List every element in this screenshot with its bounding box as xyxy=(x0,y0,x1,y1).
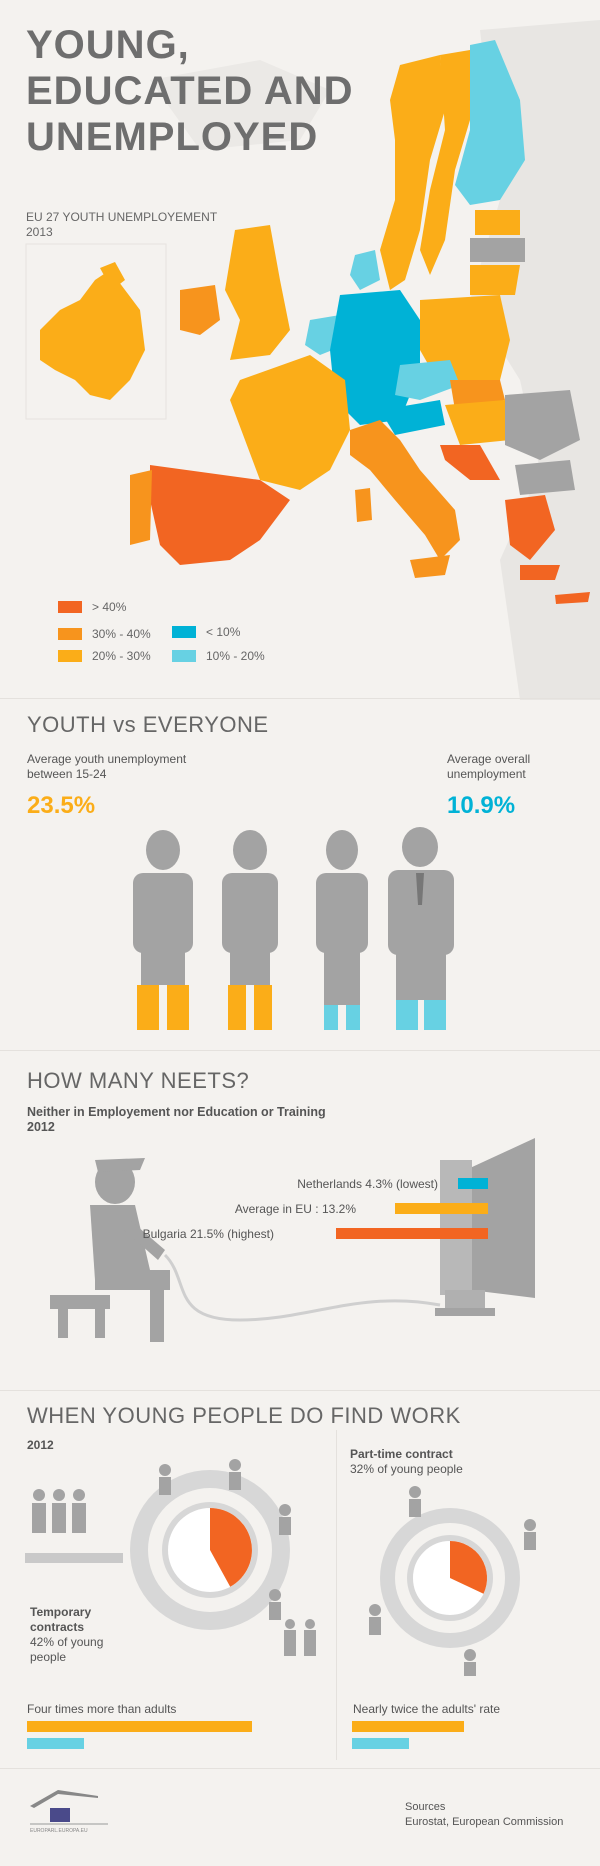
legend-swatch xyxy=(172,650,196,662)
youth-label-line-1: Average youth unemployment xyxy=(27,752,187,766)
section-divider xyxy=(0,1050,600,1051)
orbit-people-icons xyxy=(159,1459,291,1620)
people-figures xyxy=(133,827,454,1030)
youth-label: Average youth unemployment between 15-24 xyxy=(27,752,186,782)
map-subtitle: EU 27 YOUTH UNEMPLOYEMENT 2013 xyxy=(26,210,217,240)
youth-vs-everyone-heading: YOUTH vs EVERYONE xyxy=(27,712,269,737)
europe-map xyxy=(25,20,600,700)
temporary-title-line-2: contracts xyxy=(30,1620,85,1634)
temporary-share-slice xyxy=(210,1508,252,1587)
temporary-compare-bar-adults xyxy=(27,1738,84,1749)
temp-people-pair-icon xyxy=(284,1619,316,1656)
page-title: YOUNG, EDUCATED AND UNEMPLOYED xyxy=(26,22,354,160)
temporary-compare-bar-young xyxy=(27,1721,252,1732)
title-line-1: YOUNG, xyxy=(26,23,190,67)
young-man-figure xyxy=(133,830,193,1030)
neets-subtitle-line-1: Neither in Employement nor Education or … xyxy=(27,1105,326,1119)
parttime-desc: 32% of young people xyxy=(350,1462,463,1476)
youth-value: 23.5% xyxy=(27,792,96,819)
neet-bar-netherlands xyxy=(458,1178,488,1189)
sources: Sources Eurostat, European Commission xyxy=(405,1800,563,1830)
title-line-3: UNEMPLOYED xyxy=(26,115,319,159)
legend-label: 20% - 30% xyxy=(92,649,151,663)
neet-bar-label-bulgaria: Bulgaria 21.5% (highest) xyxy=(142,1227,274,1241)
people-group-icon xyxy=(25,1489,123,1563)
temporary-desc-line-2: people xyxy=(30,1650,67,1664)
map-subtitle-line-2: 2013 xyxy=(26,225,53,239)
neet-bar-bulgaria xyxy=(336,1228,488,1239)
neets-subtitle-line-2: 2012 xyxy=(27,1120,55,1134)
european-parliament-logo: EUROPARL.EUROPA.EU xyxy=(30,1790,108,1834)
legend-swatch xyxy=(58,628,82,640)
temporary-contracts-graphic xyxy=(25,1459,291,1630)
legend-swatch xyxy=(58,650,82,662)
adult-woman-figure xyxy=(316,830,368,1030)
legend-item-20-30: 20% - 30% xyxy=(58,649,151,663)
temporary-desc-line-1: 42% of young xyxy=(30,1635,104,1649)
map-section: YOUNG, EDUCATED AND UNEMPLOYED EU 27 YOU… xyxy=(0,0,600,700)
section-divider xyxy=(0,698,600,699)
parttime-graphic xyxy=(369,1486,536,1676)
title-line-2: EDUCATED AND xyxy=(26,69,354,113)
overall-label: Average overall unemployment xyxy=(447,752,530,782)
neets-subtitle: Neither in Employement nor Education or … xyxy=(27,1105,326,1135)
legend-swatch xyxy=(172,626,196,638)
legend-item-30-40: 30% - 40% xyxy=(58,627,151,641)
neets-heading: HOW MANY NEETS? xyxy=(27,1068,250,1093)
sources-text: Eurostat, European Commission xyxy=(405,1816,564,1828)
overall-label-line-2: unemployment xyxy=(447,767,526,781)
legend-swatch xyxy=(58,601,82,613)
adult-man-figure xyxy=(388,827,454,1030)
map-subtitle-line-1: EU 27 YOUTH UNEMPLOYEMENT xyxy=(26,210,218,224)
legend-label: > 40% xyxy=(92,600,127,614)
neet-bar-eu-average xyxy=(395,1203,488,1214)
temporary-contracts-text: Temporary contracts 42% of young people xyxy=(30,1605,103,1665)
neet-bar-label-netherlands: Netherlands 4.3% (lowest) xyxy=(297,1177,438,1191)
find-work-year: 2012 xyxy=(27,1438,54,1452)
column-divider xyxy=(336,1430,337,1760)
legend-label: < 10% xyxy=(206,625,241,639)
overall-label-line-1: Average overall xyxy=(447,752,531,766)
temporary-title-line-1: Temporary xyxy=(30,1605,92,1619)
legend-label: 30% - 40% xyxy=(92,627,151,641)
parttime-compare-bar-young xyxy=(352,1721,464,1732)
parttime-compare-bar-adults xyxy=(352,1738,409,1749)
parttime-title: Part-time contract xyxy=(350,1447,453,1461)
temporary-compare: Four times more than adults xyxy=(27,1702,177,1716)
overall-value: 10.9% xyxy=(447,792,516,819)
legend-item-10-20: 10% - 20% xyxy=(172,649,265,663)
parttime-text: Part-time contract 32% of young people xyxy=(350,1447,463,1477)
section-divider xyxy=(0,1390,600,1391)
find-work-heading: WHEN YOUNG PEOPLE DO FIND WORK xyxy=(27,1403,461,1428)
legend-item-under-10: < 10% xyxy=(172,625,240,639)
monitor-icon xyxy=(435,1138,535,1316)
orbit-people-icons xyxy=(369,1486,536,1676)
legend-label: 10% - 20% xyxy=(206,649,265,663)
parttime-compare: Nearly twice the adults' rate xyxy=(353,1702,501,1716)
youth-label-line-2: between 15-24 xyxy=(27,767,107,781)
parttime-share-slice xyxy=(450,1541,488,1594)
sources-label: Sources xyxy=(405,1801,446,1813)
legend-item-over-40: > 40% xyxy=(58,600,126,614)
neet-bar-label-eu-average: Average in EU : 13.2% xyxy=(234,1202,356,1216)
young-woman-figure xyxy=(222,830,278,1030)
neet-illustration xyxy=(50,1138,535,1342)
logo-text: EUROPARL.EUROPA.EU xyxy=(30,1828,88,1834)
seated-person-icon xyxy=(50,1158,170,1342)
section-divider xyxy=(0,1768,600,1769)
